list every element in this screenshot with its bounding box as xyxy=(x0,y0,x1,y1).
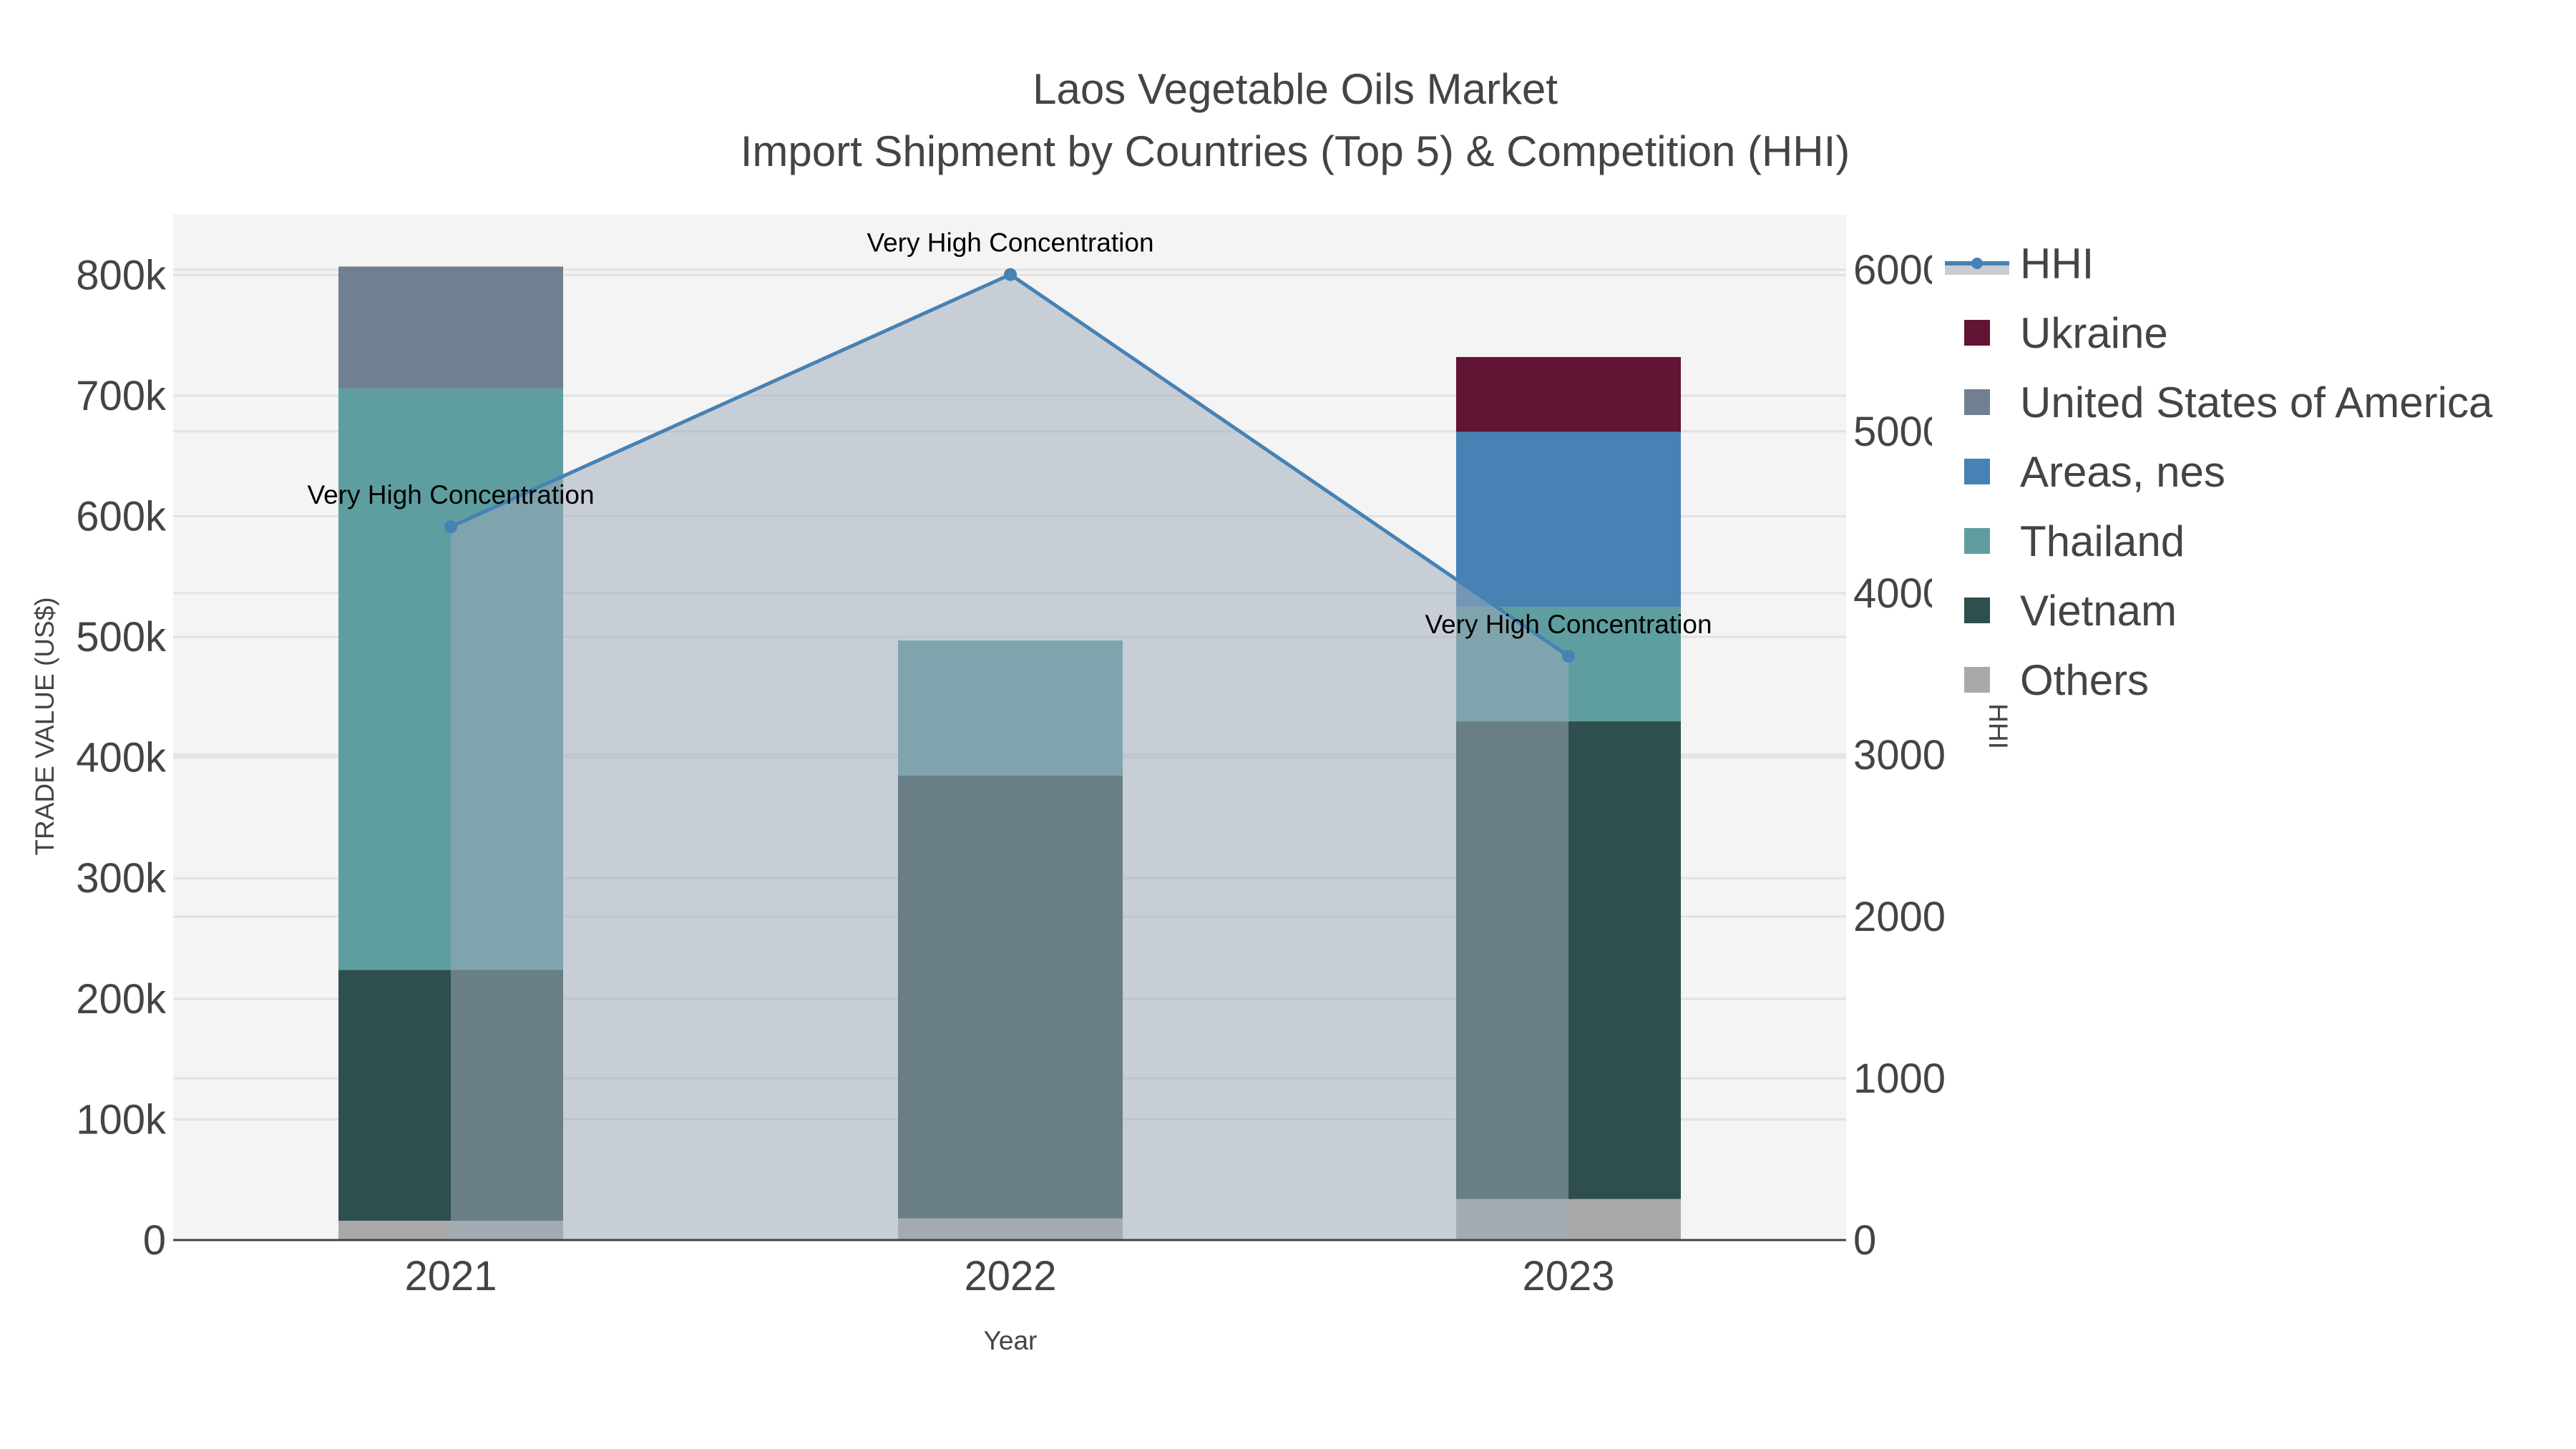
chart-title: Laos Vegetable Oils Market xyxy=(1033,65,1558,113)
x-tick-label: 2023 xyxy=(1522,1253,1614,1299)
x-tick-label: 2022 xyxy=(964,1253,1056,1299)
y2-tick-label: 1000 xyxy=(1853,1055,1946,1102)
y-tick-label: 0 xyxy=(143,1217,166,1264)
y-tick-label: 100k xyxy=(76,1096,167,1143)
legend-item-hhi[interactable]: HHI xyxy=(1945,240,2094,288)
y2-axis-title: HHI xyxy=(1984,703,2013,749)
legend-item-united-states-of-america[interactable]: United States of America xyxy=(1964,379,2493,426)
y2-tick-label: 3000 xyxy=(1853,732,1946,779)
legend-label: Ukraine xyxy=(2020,309,2168,357)
hhi-area xyxy=(451,274,1568,1240)
legend-label: Thailand xyxy=(2020,517,2185,565)
bar-united-states-of-america-2021[interactable] xyxy=(338,266,563,389)
legend-swatch xyxy=(1964,320,1990,346)
hhi-annotation: Very High Concentration xyxy=(867,228,1153,258)
legend-swatch xyxy=(1964,597,1990,623)
legend-label: Others xyxy=(2020,656,2149,704)
legend-swatch xyxy=(1964,667,1990,693)
legend-label: Vietnam xyxy=(2020,587,2177,635)
y-tick-label: 200k xyxy=(76,976,167,1023)
legend-label: United States of America xyxy=(2020,379,2493,426)
y2-tick-label: 0 xyxy=(1853,1217,1876,1264)
legend-label: Areas, nes xyxy=(2020,448,2225,496)
chart-subtitle: Import Shipment by Countries (Top 5) & C… xyxy=(741,127,1850,175)
hhi-point[interactable] xyxy=(444,520,457,534)
hhi-annotation: Very High Concentration xyxy=(1425,610,1712,639)
legend-label: HHI xyxy=(2020,240,2094,288)
y-tick-label: 800k xyxy=(76,252,167,298)
y-tick-label: 500k xyxy=(76,614,167,660)
y2-tick-label: 6000 xyxy=(1853,247,1946,293)
y-tick-label: 400k xyxy=(76,735,167,781)
y-tick-label: 600k xyxy=(76,493,167,540)
hhi-point[interactable] xyxy=(1562,650,1575,663)
legend-swatch xyxy=(1964,459,1990,484)
legend-item-areas-nes[interactable]: Areas, nes xyxy=(1964,448,2225,496)
hhi-point[interactable] xyxy=(1004,268,1017,281)
bar-ukraine-2023[interactable] xyxy=(1456,356,1681,432)
legend-item-vietnam[interactable]: Vietnam xyxy=(1964,587,2177,635)
x-tick-label: 2021 xyxy=(404,1253,497,1299)
y-tick-label: 300k xyxy=(76,855,167,902)
legend-item-others[interactable]: Others xyxy=(1964,656,2149,704)
y2-tick-label: 5000 xyxy=(1853,409,1946,455)
legend-background xyxy=(1932,229,2576,716)
legend-item-thailand[interactable]: Thailand xyxy=(1964,517,2185,565)
y2-tick-label: 2000 xyxy=(1853,894,1946,940)
y-tick-label: 700k xyxy=(76,373,167,419)
legend-swatch xyxy=(1964,389,1990,415)
legend-item-ukraine[interactable]: Ukraine xyxy=(1964,309,2168,357)
y-axis-title: TRADE VALUE (US$) xyxy=(30,597,59,855)
x-axis-title: Year xyxy=(984,1326,1038,1355)
hhi-annotation: Very High Concentration xyxy=(307,480,594,509)
y2-tick-label: 4000 xyxy=(1853,570,1946,617)
bar-areas-nes-2023[interactable] xyxy=(1456,431,1681,607)
legend-swatch xyxy=(1964,528,1990,554)
legend-marker xyxy=(1971,258,1983,269)
